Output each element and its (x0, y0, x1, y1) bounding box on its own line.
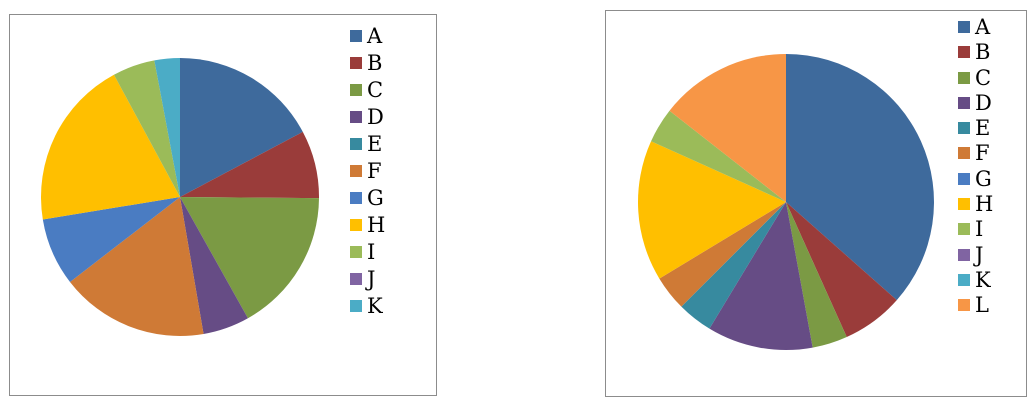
legend-label: I (975, 217, 984, 242)
pie-slice-right-a (786, 54, 934, 301)
pie-slice-right-i (651, 110, 786, 202)
legend-label: B (367, 51, 383, 75)
legend-label: C (367, 78, 384, 102)
legend-swatch (350, 138, 362, 150)
legend-label: K (367, 294, 383, 318)
legend-label: J (975, 242, 984, 267)
legend-label: H (367, 213, 386, 237)
pie-slice-right-h (637, 141, 786, 279)
pie-plot-left (40, 58, 320, 336)
legend-label: A (975, 15, 991, 39)
pie-slice-left-k (154, 58, 180, 197)
pie-slice-left-i (113, 60, 180, 197)
legend-label: E (975, 116, 991, 141)
legend-swatch (958, 223, 970, 236)
pie-slice-right-b (786, 202, 897, 337)
legend-swatch (350, 84, 362, 96)
legend-label: D (975, 90, 992, 115)
pie-slice-left-b (180, 131, 320, 199)
legend-swatch (958, 122, 970, 135)
legend-swatch (958, 96, 970, 109)
legend-swatch (350, 192, 362, 204)
legend-swatch (350, 273, 362, 285)
legend-swatch (958, 299, 970, 312)
legend-label: D (367, 105, 384, 129)
legend-swatch (958, 172, 970, 185)
legend-swatch (958, 198, 970, 211)
legend-label: J (367, 267, 376, 291)
legend-swatch (958, 21, 970, 33)
pie-slice-right-f (659, 202, 786, 307)
legend-swatch (350, 165, 362, 177)
pie-plot-right (637, 54, 934, 351)
legend-label: K (975, 267, 991, 292)
legend-label: C (975, 65, 992, 90)
legend-label: G (975, 166, 992, 191)
pie-slice-left-g (42, 197, 180, 282)
legend-label: G (367, 186, 384, 210)
pie-slice-left-c (180, 197, 319, 319)
legend-swatch (958, 46, 970, 59)
legend-swatch (350, 300, 362, 312)
legend-swatch (958, 248, 970, 261)
legend-swatch (350, 57, 362, 69)
pie-slice-right-e (681, 202, 786, 329)
pie-slice-right-l (669, 54, 786, 202)
pie-slice-left-a (180, 58, 303, 197)
pie-slice-left-d (180, 197, 248, 334)
legend-swatch (350, 111, 362, 123)
legend-swatch (350, 246, 362, 258)
legend-label: F (367, 159, 382, 183)
legend-label: E (367, 132, 383, 156)
legend-swatch (350, 30, 362, 42)
pie-slice-right-c (786, 202, 847, 348)
legend-label: I (367, 240, 376, 264)
pie-slice-left-f (70, 197, 204, 336)
legend-label: F (975, 141, 990, 166)
pie-slice-right-d (709, 202, 813, 351)
legend-label: A (367, 24, 383, 48)
legend-label: B (975, 40, 991, 65)
pie-slice-left-h (40, 74, 180, 220)
legend-label: L (975, 293, 989, 318)
legend-swatch (350, 219, 362, 231)
legend-swatch (958, 273, 970, 286)
legend-swatch (958, 71, 970, 84)
legend-swatch (958, 147, 970, 160)
legend-label: H (975, 192, 994, 217)
